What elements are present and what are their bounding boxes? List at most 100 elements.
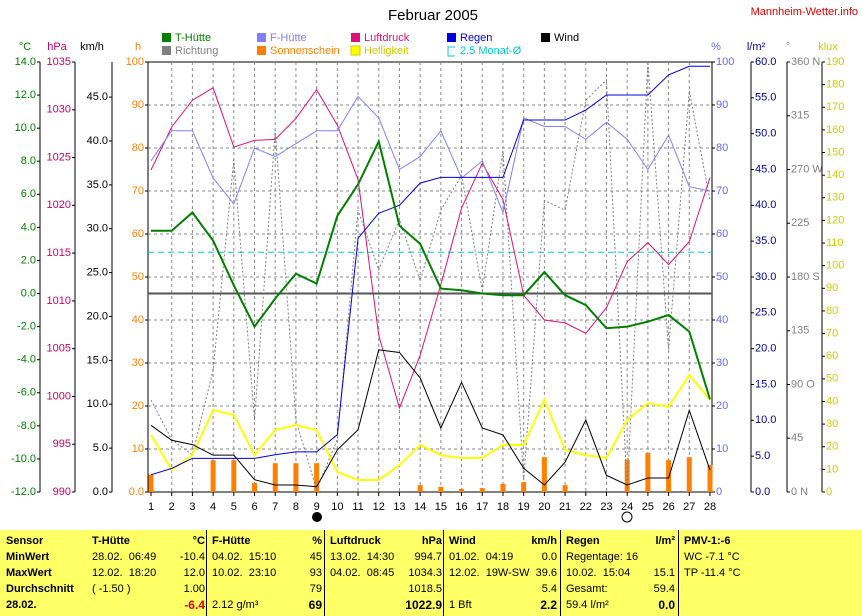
legend-swatch — [257, 33, 266, 42]
legend-label: Regen — [460, 32, 492, 44]
y-tick-label: 80 — [716, 142, 728, 154]
cell-text: Gesamt: — [566, 583, 608, 595]
x-tick-label: 24 — [621, 501, 633, 513]
x-tick-label: 13 — [393, 501, 405, 513]
cell-value: 59.4 — [653, 583, 675, 595]
cell-value: 1.00 — [183, 583, 205, 595]
y-tick-label: 40 — [826, 395, 838, 407]
y-tick-label: 55.0 — [755, 92, 776, 104]
y-tick-label: 45 — [791, 432, 803, 444]
y-tick-label: 20.0 — [755, 343, 776, 355]
sunshine-bar — [210, 460, 216, 492]
legend-swatch — [351, 33, 360, 42]
cell-value: % — [312, 535, 322, 547]
y-tick-label: 40 — [132, 314, 144, 326]
y-tick-label: 40.0 — [87, 135, 108, 147]
cell-text: Regentage: 16 — [566, 551, 639, 563]
full-moon-icon — [621, 511, 633, 523]
cell-text: 1 Bft — [449, 599, 472, 611]
summary-table: Sensor MinWert MaxWert Durchschnitt 28.02. T-… — [0, 530, 862, 616]
y-tick-label: 0.0 — [93, 486, 108, 498]
y-tick-label: 90 — [132, 99, 144, 111]
legend-label: Sonnenschein — [270, 45, 340, 57]
sunshine-bar — [500, 483, 506, 492]
y-tick-label: 50 — [716, 271, 728, 283]
y-tick-label: 0 N — [791, 486, 808, 498]
sunshine-bar — [624, 460, 630, 492]
y-tick-label: 90 O — [791, 378, 815, 390]
y-tick-label: 1035 — [47, 56, 71, 68]
y-tick-label: 225 — [791, 217, 809, 229]
y-tick-label: 110 — [826, 237, 844, 249]
chart: Februar 2005 Mannheim-Wetter.info °C -12.… — [11, 6, 858, 523]
cell-text: 04.02. 15:10 — [212, 551, 277, 563]
sunshine-bar — [438, 486, 444, 492]
y-tick-label: 90 — [716, 99, 728, 111]
cell-text: 2.12 g/m³ — [212, 599, 259, 611]
y-tick-label: 25.0 — [87, 267, 108, 279]
x-tick-label: 26 — [662, 501, 674, 513]
cell-value: 994.7 — [414, 551, 442, 563]
cell-text: 59.4 l/m² — [566, 599, 609, 611]
y-tick-label: -12.0 — [11, 486, 36, 498]
y-tick-label: 360 N — [791, 56, 820, 68]
sunshine-bar — [645, 452, 651, 492]
y-tick-label: 12.0 — [15, 89, 36, 101]
x-tick-label: 20 — [538, 501, 550, 513]
x-tick-label: 28 — [704, 501, 716, 513]
column-separator — [678, 530, 679, 616]
x-tick-label: 2 — [169, 501, 175, 513]
x-tick-label: 27 — [683, 501, 695, 513]
sunshine-bar — [252, 482, 258, 492]
legend-label: Richtung — [175, 45, 218, 57]
cell-value: 2.2 — [540, 598, 557, 612]
new-moon-icon — [312, 512, 322, 522]
cell-value: 1022.9 — [405, 598, 442, 612]
y-tick-label: 10 — [716, 443, 728, 455]
y-tick-label: 100 — [126, 56, 144, 68]
x-tick-label: 21 — [559, 501, 571, 513]
x-tick-label: 3 — [189, 501, 195, 513]
y-tick-label: -6.0 — [17, 387, 36, 399]
y-tick-label: 35.0 — [755, 235, 776, 247]
sunshine-bar — [314, 463, 320, 492]
column-separator — [324, 530, 325, 616]
y-tick-label: 40.0 — [755, 199, 776, 211]
y-tick-label: 1020 — [47, 199, 71, 211]
y-tick-label: 0 — [826, 486, 832, 498]
series-line — [150, 349, 711, 488]
legend-swatch — [257, 46, 266, 55]
cell-value: -10.4 — [179, 551, 205, 563]
sunshine-bar — [666, 460, 672, 492]
y-tick-label: 5.0 — [93, 442, 108, 454]
axis-unit: hPa — [47, 41, 67, 53]
y-tick-label: 25.0 — [755, 307, 776, 319]
y-tick-label: 15.0 — [755, 378, 776, 390]
sunshine-bar — [417, 485, 423, 492]
cell-value: 1018.5 — [408, 583, 442, 595]
y-tick-label: 50 — [826, 373, 838, 385]
cell-text: Luftdruck — [330, 535, 381, 547]
y-tick-label: 70 — [132, 185, 144, 197]
y-tick-label: 60 — [826, 350, 838, 362]
y-tick-label: 4.0 — [21, 221, 36, 233]
series-line — [150, 65, 710, 476]
series-line — [150, 87, 711, 410]
sunshine-bar — [293, 463, 299, 492]
y-tick-label: 15.0 — [87, 354, 108, 366]
cell-value: 12.0 — [183, 567, 205, 579]
y-tick-label: 30.0 — [755, 271, 776, 283]
y-tick-label: 30 — [716, 357, 728, 369]
cell-text: 12.02. 18:20 — [92, 567, 157, 579]
axis-unit: h — [135, 41, 141, 53]
cell-value: 45 — [309, 551, 322, 563]
y-tick-label: -10.0 — [11, 453, 36, 465]
y-tick-label: 135 — [791, 325, 809, 337]
sunshine-bar — [272, 463, 278, 492]
chart-title: Februar 2005 — [388, 7, 478, 24]
sunshine-bar — [707, 464, 713, 492]
sunshine-bar — [479, 488, 485, 492]
x-tick-label: 14 — [414, 501, 426, 513]
x-tick-label: 12 — [373, 501, 385, 513]
x-tick-label: 17 — [476, 501, 488, 513]
